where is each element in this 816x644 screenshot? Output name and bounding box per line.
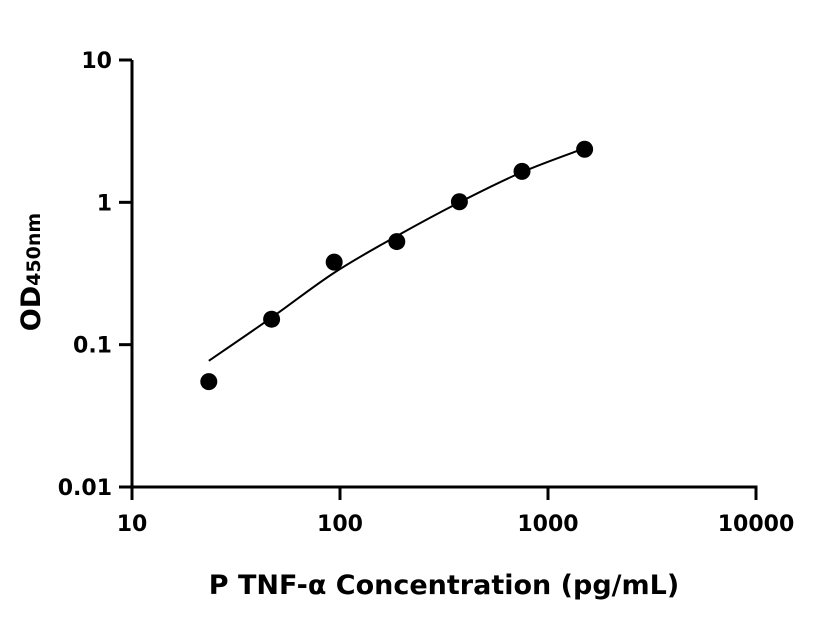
data-point — [325, 253, 343, 271]
x-tick-label: 10000 — [718, 512, 795, 537]
y-axis-label-sub: 450nm — [23, 213, 45, 286]
data-point — [263, 310, 281, 328]
y-tick-label: 0.1 — [73, 334, 112, 359]
ticks: 10 100 1000 10000 0.01 0.1 1 10 — [58, 49, 795, 537]
y-tick-label: 10 — [81, 49, 112, 74]
data-point — [388, 233, 406, 251]
data-points — [200, 140, 594, 391]
y-tick-label: 0.01 — [58, 476, 112, 501]
fit-curve — [208, 147, 585, 362]
data-point — [513, 162, 531, 180]
x-axis-label: P TNF-α Concentration (pg/mL) — [209, 570, 679, 601]
data-point — [450, 193, 468, 211]
y-axis-label-main: OD — [16, 286, 47, 331]
x-tick-label: 100 — [317, 512, 363, 537]
data-point — [200, 373, 218, 391]
x-tick-label: 1000 — [517, 512, 578, 537]
axes — [130, 60, 758, 489]
y-tick-label: 1 — [97, 191, 112, 216]
y-axis-label: OD450nm — [16, 213, 47, 331]
data-point — [576, 140, 594, 158]
x-tick-label: 10 — [117, 512, 148, 537]
